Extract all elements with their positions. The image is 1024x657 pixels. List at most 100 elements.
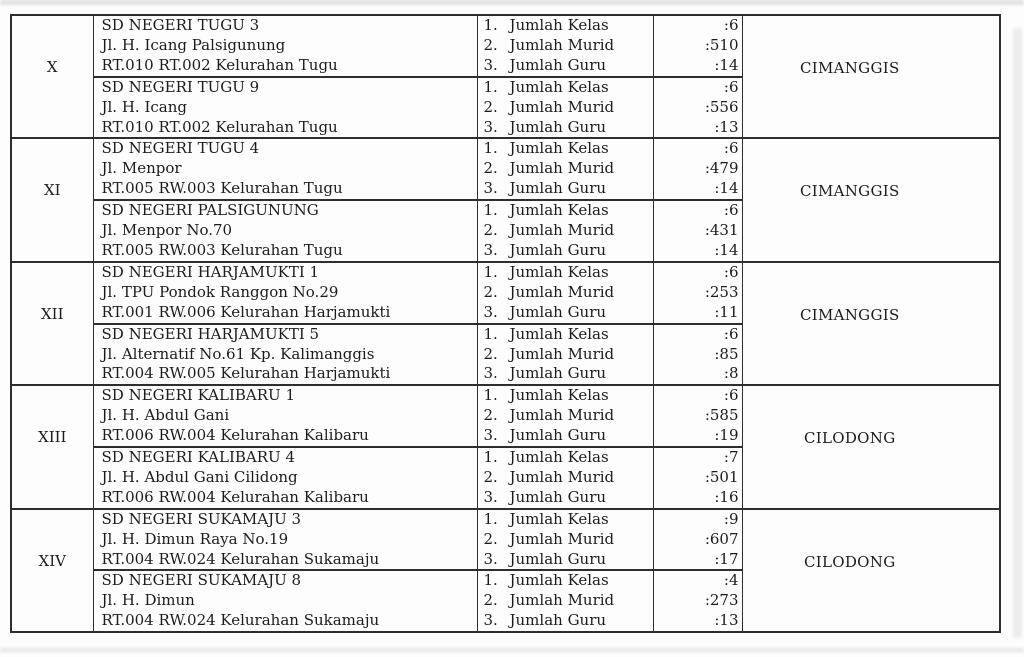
stat-value: :13 bbox=[652, 117, 743, 139]
stat-number: 1. bbox=[483, 77, 498, 96]
stat-value: :6 bbox=[652, 261, 743, 283]
stat-cell: 2. Jumlah Murid bbox=[476, 159, 654, 180]
school-address-line: Jl. H. Icang Palsigunung bbox=[92, 35, 478, 56]
table-row: RT.006 RW.004 Kelurahan Kalibaru 3. Jumla… bbox=[11, 487, 1000, 509]
district-name: CILODONG bbox=[741, 508, 1001, 633]
stat-cell: 1. Jumlah Kelas bbox=[476, 200, 654, 222]
section-numeral: XI bbox=[10, 138, 94, 262]
stat-number: 1. bbox=[483, 448, 498, 467]
stat-cell: 2. Jumlah Murid bbox=[476, 529, 654, 550]
stat-label: Jumlah Murid bbox=[509, 282, 615, 301]
stat-label: Jumlah Murid bbox=[509, 344, 615, 363]
stat-value: :556 bbox=[652, 97, 743, 118]
stat-value: :6 bbox=[652, 385, 743, 407]
stat-label: Jumlah Kelas bbox=[509, 262, 609, 281]
school-name: SD NEGERI SUKAMAJU 3 bbox=[92, 508, 478, 530]
school-address-line: Jl. Alternatif No.61 Kp. Kalimanggis bbox=[92, 344, 478, 365]
stat-number: 3. bbox=[483, 364, 498, 383]
school-name: SD NEGERI KALIBARU 1 bbox=[92, 385, 478, 407]
table-row: XIV SD NEGERI SUKAMAJU 3 1. Jumlah Kelas … bbox=[10, 508, 1001, 633]
scan-artifact-bottom bbox=[0, 648, 1024, 652]
section-numeral: XII bbox=[10, 261, 94, 386]
stat-cell: 1. Jumlah Kelas bbox=[476, 385, 654, 407]
stat-cell: 2. Jumlah Murid bbox=[476, 282, 654, 303]
school-address-line: RT.001 RW.006 Kelurahan Harjamukti bbox=[92, 302, 478, 325]
stat-cell: 3. Jumlah Guru bbox=[476, 549, 654, 572]
district-name: CIMANGGIS bbox=[741, 15, 1001, 139]
stat-label: Jumlah Kelas bbox=[509, 16, 609, 34]
table-section: X SD NEGERI TUGU 3 1. Jumlah Kelas :6 CIM… bbox=[10, 15, 1001, 139]
stat-value: :14 bbox=[652, 55, 743, 78]
school-address-line: RT.006 RW.004 Kelurahan Kalibaru bbox=[92, 426, 478, 449]
stat-cell: 1. Jumlah Kelas bbox=[476, 447, 654, 468]
stat-value: :501 bbox=[652, 467, 743, 488]
stat-number: 3. bbox=[483, 240, 498, 259]
stat-number: 2. bbox=[483, 221, 498, 240]
table-row: RT.005 RW.003 Kelurahan Tugu 3. Jumlah Gu… bbox=[11, 240, 1000, 262]
stat-value: :7 bbox=[652, 447, 743, 468]
stat-value: :6 bbox=[652, 138, 743, 160]
stat-label: Jumlah Murid bbox=[509, 406, 615, 425]
school-name: SD NEGERI HARJAMUKTI 5 bbox=[92, 323, 478, 345]
stat-cell: 3. Jumlah Guru bbox=[476, 302, 654, 325]
stat-label: Jumlah Guru bbox=[509, 302, 607, 321]
district-name: CIMANGGIS bbox=[741, 261, 1001, 386]
school-address-line: RT.006 RW.004 Kelurahan Kalibaru bbox=[92, 487, 478, 509]
stat-number: 2. bbox=[483, 467, 498, 486]
table-row: RT.004 RW.024 Kelurahan Sukamaju 3. Jumla… bbox=[11, 549, 1000, 572]
table-row: Jl. Menpor 2. Jumlah Murid :479 bbox=[11, 159, 1000, 180]
stat-value: :14 bbox=[652, 179, 743, 202]
school-address-line: Jl. H. Icang bbox=[92, 97, 478, 118]
table-row: RT.004 RW.024 Kelurahan Sukamaju 3. Jumla… bbox=[11, 611, 1000, 633]
stat-number: 2. bbox=[483, 159, 498, 178]
stat-label: Jumlah Guru bbox=[509, 611, 607, 630]
stat-value: :607 bbox=[652, 529, 743, 550]
stat-value: :13 bbox=[652, 611, 743, 633]
school-address-line: Jl. H. Dimun Raya No.19 bbox=[92, 529, 478, 550]
district-name: CIMANGGIS bbox=[741, 138, 1001, 262]
stat-cell: 3. Jumlah Guru bbox=[476, 611, 654, 633]
stat-number: 3. bbox=[483, 179, 498, 198]
school-address-line: RT.004 RW.024 Kelurahan Sukamaju bbox=[92, 549, 478, 572]
table-row: RT.010 RT.002 Kelurahan Tugu 3. Jumlah Gu… bbox=[11, 55, 1000, 78]
school-name: SD NEGERI HARJAMUKTI 1 bbox=[92, 261, 478, 283]
stat-label: Jumlah Guru bbox=[509, 117, 607, 136]
table-row: SD NEGERI KALIBARU 4 1. Jumlah Kelas :7 bbox=[11, 447, 1000, 468]
stat-label: Jumlah Guru bbox=[509, 364, 607, 383]
school-name: SD NEGERI TUGU 3 bbox=[92, 15, 478, 36]
stat-number: 2. bbox=[483, 97, 498, 116]
stat-cell: 2. Jumlah Murid bbox=[476, 35, 654, 56]
stat-label: Jumlah Murid bbox=[509, 35, 615, 54]
stat-number: 1. bbox=[483, 139, 498, 158]
table-row: Jl. H. Icang Palsigunung 2. Jumlah Murid … bbox=[11, 35, 1000, 56]
stat-cell: 3. Jumlah Guru bbox=[476, 55, 654, 78]
stat-label: Jumlah Guru bbox=[509, 426, 607, 445]
stat-cell: 2. Jumlah Murid bbox=[476, 406, 654, 427]
school-address-line: RT.010 RT.002 Kelurahan Tugu bbox=[92, 117, 478, 139]
stat-value: :16 bbox=[652, 487, 743, 509]
stat-label: Jumlah Kelas bbox=[509, 139, 609, 158]
stat-number: 1. bbox=[483, 509, 498, 528]
stat-value: :431 bbox=[652, 221, 743, 241]
section-numeral: XIII bbox=[10, 385, 94, 509]
stat-value: :11 bbox=[652, 302, 743, 325]
stat-number: 1. bbox=[483, 324, 498, 343]
table-row: RT.006 RW.004 Kelurahan Kalibaru 3. Jumla… bbox=[11, 426, 1000, 449]
stat-number: 2. bbox=[483, 35, 498, 54]
stat-number: 1. bbox=[483, 386, 498, 405]
stat-label: Jumlah Kelas bbox=[509, 201, 609, 220]
stat-value: :273 bbox=[652, 591, 743, 612]
table-row: Jl. H. Icang 2. Jumlah Murid :556 bbox=[11, 97, 1000, 118]
stat-value: :19 bbox=[652, 426, 743, 449]
table-row: SD NEGERI HARJAMUKTI 5 1. Jumlah Kelas :6 bbox=[11, 323, 1000, 345]
school-name: SD NEGERI SUKAMAJU 8 bbox=[92, 570, 478, 592]
stat-number: 2. bbox=[483, 529, 498, 548]
section-numeral: X bbox=[10, 15, 94, 139]
stat-cell: 2. Jumlah Murid bbox=[476, 467, 654, 488]
table-row: Jl. Menpor No.70 2. Jumlah Murid :431 bbox=[11, 221, 1000, 241]
stat-value: :585 bbox=[652, 406, 743, 427]
table-row: SD NEGERI SUKAMAJU 8 1. Jumlah Kelas :4 bbox=[11, 570, 1000, 592]
stat-number: 3. bbox=[483, 549, 498, 568]
table-row: SD NEGERI PALSIGUNUNG 1. Jumlah Kelas :6 bbox=[11, 200, 1000, 222]
stat-label: Jumlah Murid bbox=[509, 97, 615, 116]
